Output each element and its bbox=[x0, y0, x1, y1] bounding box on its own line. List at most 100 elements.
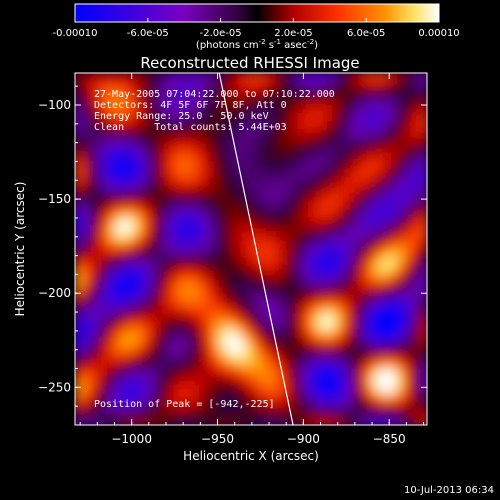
heatmap-cell bbox=[243, 417, 252, 425]
heatmap-cell bbox=[339, 193, 348, 202]
heatmap-cell bbox=[75, 385, 84, 394]
heatmap-cell bbox=[139, 297, 148, 306]
heatmap-cell bbox=[91, 129, 100, 138]
heatmap-cell bbox=[363, 113, 372, 122]
heatmap-cell bbox=[275, 137, 284, 146]
heatmap-cell bbox=[243, 73, 252, 82]
heatmap-cell bbox=[291, 361, 300, 370]
heatmap-cell bbox=[323, 305, 332, 314]
heatmap-cell bbox=[123, 97, 132, 106]
heatmap-cell bbox=[99, 209, 108, 218]
heatmap-cell bbox=[299, 233, 308, 242]
heatmap-cell bbox=[419, 89, 427, 98]
heatmap-cell bbox=[323, 257, 332, 266]
heatmap-cell bbox=[371, 121, 380, 130]
heatmap-cell bbox=[139, 241, 148, 250]
heatmap-cell bbox=[267, 217, 276, 226]
heatmap-cell bbox=[323, 217, 332, 226]
heatmap-cell bbox=[75, 329, 84, 338]
heatmap-cell bbox=[267, 97, 276, 106]
heatmap-cell bbox=[291, 233, 300, 242]
heatmap-cell bbox=[387, 281, 396, 290]
heatmap-cell bbox=[219, 145, 228, 154]
heatmap-cell bbox=[307, 129, 316, 138]
heatmap-cell bbox=[307, 249, 316, 258]
heatmap-cell bbox=[323, 417, 332, 425]
heatmap-cell bbox=[403, 177, 412, 186]
heatmap-cell bbox=[155, 97, 164, 106]
heatmap-cell bbox=[219, 81, 228, 90]
heatmap-cell bbox=[91, 409, 100, 418]
heatmap-cell bbox=[243, 409, 252, 418]
heatmap-cell bbox=[99, 121, 108, 130]
heatmap-cell bbox=[211, 393, 220, 402]
heatmap-cell bbox=[235, 281, 244, 290]
heatmap-cell bbox=[203, 241, 212, 250]
heatmap-cell bbox=[91, 401, 100, 410]
heatmap-cell bbox=[139, 185, 148, 194]
heatmap-cell bbox=[339, 97, 348, 106]
heatmap-cell bbox=[387, 241, 396, 250]
heatmap-cell bbox=[363, 305, 372, 314]
heatmap-cell bbox=[395, 193, 404, 202]
heatmap-cell bbox=[379, 377, 388, 386]
heatmap-cell bbox=[371, 241, 380, 250]
heatmap-cell bbox=[155, 137, 164, 146]
heatmap-cell bbox=[259, 193, 268, 202]
heatmap-cell bbox=[323, 337, 332, 346]
heatmap-cell bbox=[211, 409, 220, 418]
heatmap-cell bbox=[267, 185, 276, 194]
solar-limb-line bbox=[218, 73, 294, 425]
heatmap-cell bbox=[243, 209, 252, 218]
heatmap-cell bbox=[387, 81, 396, 90]
heatmap-cell bbox=[331, 281, 340, 290]
heatmap-cell bbox=[115, 217, 124, 226]
heatmap-cell bbox=[411, 73, 420, 82]
heatmap-cell bbox=[139, 153, 148, 162]
heatmap-cell bbox=[195, 209, 204, 218]
heatmap-cell bbox=[163, 401, 172, 410]
heatmap-cell bbox=[75, 73, 84, 82]
heatmap-cell bbox=[315, 89, 324, 98]
heatmap-cell bbox=[211, 401, 220, 410]
heatmap-cell bbox=[331, 321, 340, 330]
heatmap-cell bbox=[395, 273, 404, 282]
heatmap-cell bbox=[363, 193, 372, 202]
heatmap-cell bbox=[251, 73, 260, 82]
heatmap-cell bbox=[283, 329, 292, 338]
heatmap-cell bbox=[419, 353, 427, 362]
heatmap-cell bbox=[147, 409, 156, 418]
heatmap-cell bbox=[107, 97, 116, 106]
heatmap-cell bbox=[411, 193, 420, 202]
heatmap-cell bbox=[155, 73, 164, 82]
heatmap-cell bbox=[91, 169, 100, 178]
heatmap-cell bbox=[243, 369, 252, 378]
heatmap-cell bbox=[307, 401, 316, 410]
heatmap-cell bbox=[355, 409, 364, 418]
heatmap-cell bbox=[187, 145, 196, 154]
heatmap-cell bbox=[131, 337, 140, 346]
heatmap-cell bbox=[331, 89, 340, 98]
heatmap-cell bbox=[259, 241, 268, 250]
heatmap-cell bbox=[123, 113, 132, 122]
heatmap-cell bbox=[275, 361, 284, 370]
heatmap-cell bbox=[163, 233, 172, 242]
heatmap-cell bbox=[419, 233, 427, 242]
heatmap-cell bbox=[83, 225, 92, 234]
heatmap-cell bbox=[195, 177, 204, 186]
heatmap-cell bbox=[339, 401, 348, 410]
heatmap-cell bbox=[235, 177, 244, 186]
heatmap-cell bbox=[211, 345, 220, 354]
heatmap-cell bbox=[147, 385, 156, 394]
heatmap-cell bbox=[107, 121, 116, 130]
heatmap-cell bbox=[83, 97, 92, 106]
heatmap-cell bbox=[395, 409, 404, 418]
heatmap-cell bbox=[123, 273, 132, 282]
heatmap-cell bbox=[83, 201, 92, 210]
heatmap-cell bbox=[219, 249, 228, 258]
heatmap-cell bbox=[379, 273, 388, 282]
heatmap-cell bbox=[219, 97, 228, 106]
heatmap-cell bbox=[347, 401, 356, 410]
heatmap-cell bbox=[291, 409, 300, 418]
heatmap-cell bbox=[371, 249, 380, 258]
